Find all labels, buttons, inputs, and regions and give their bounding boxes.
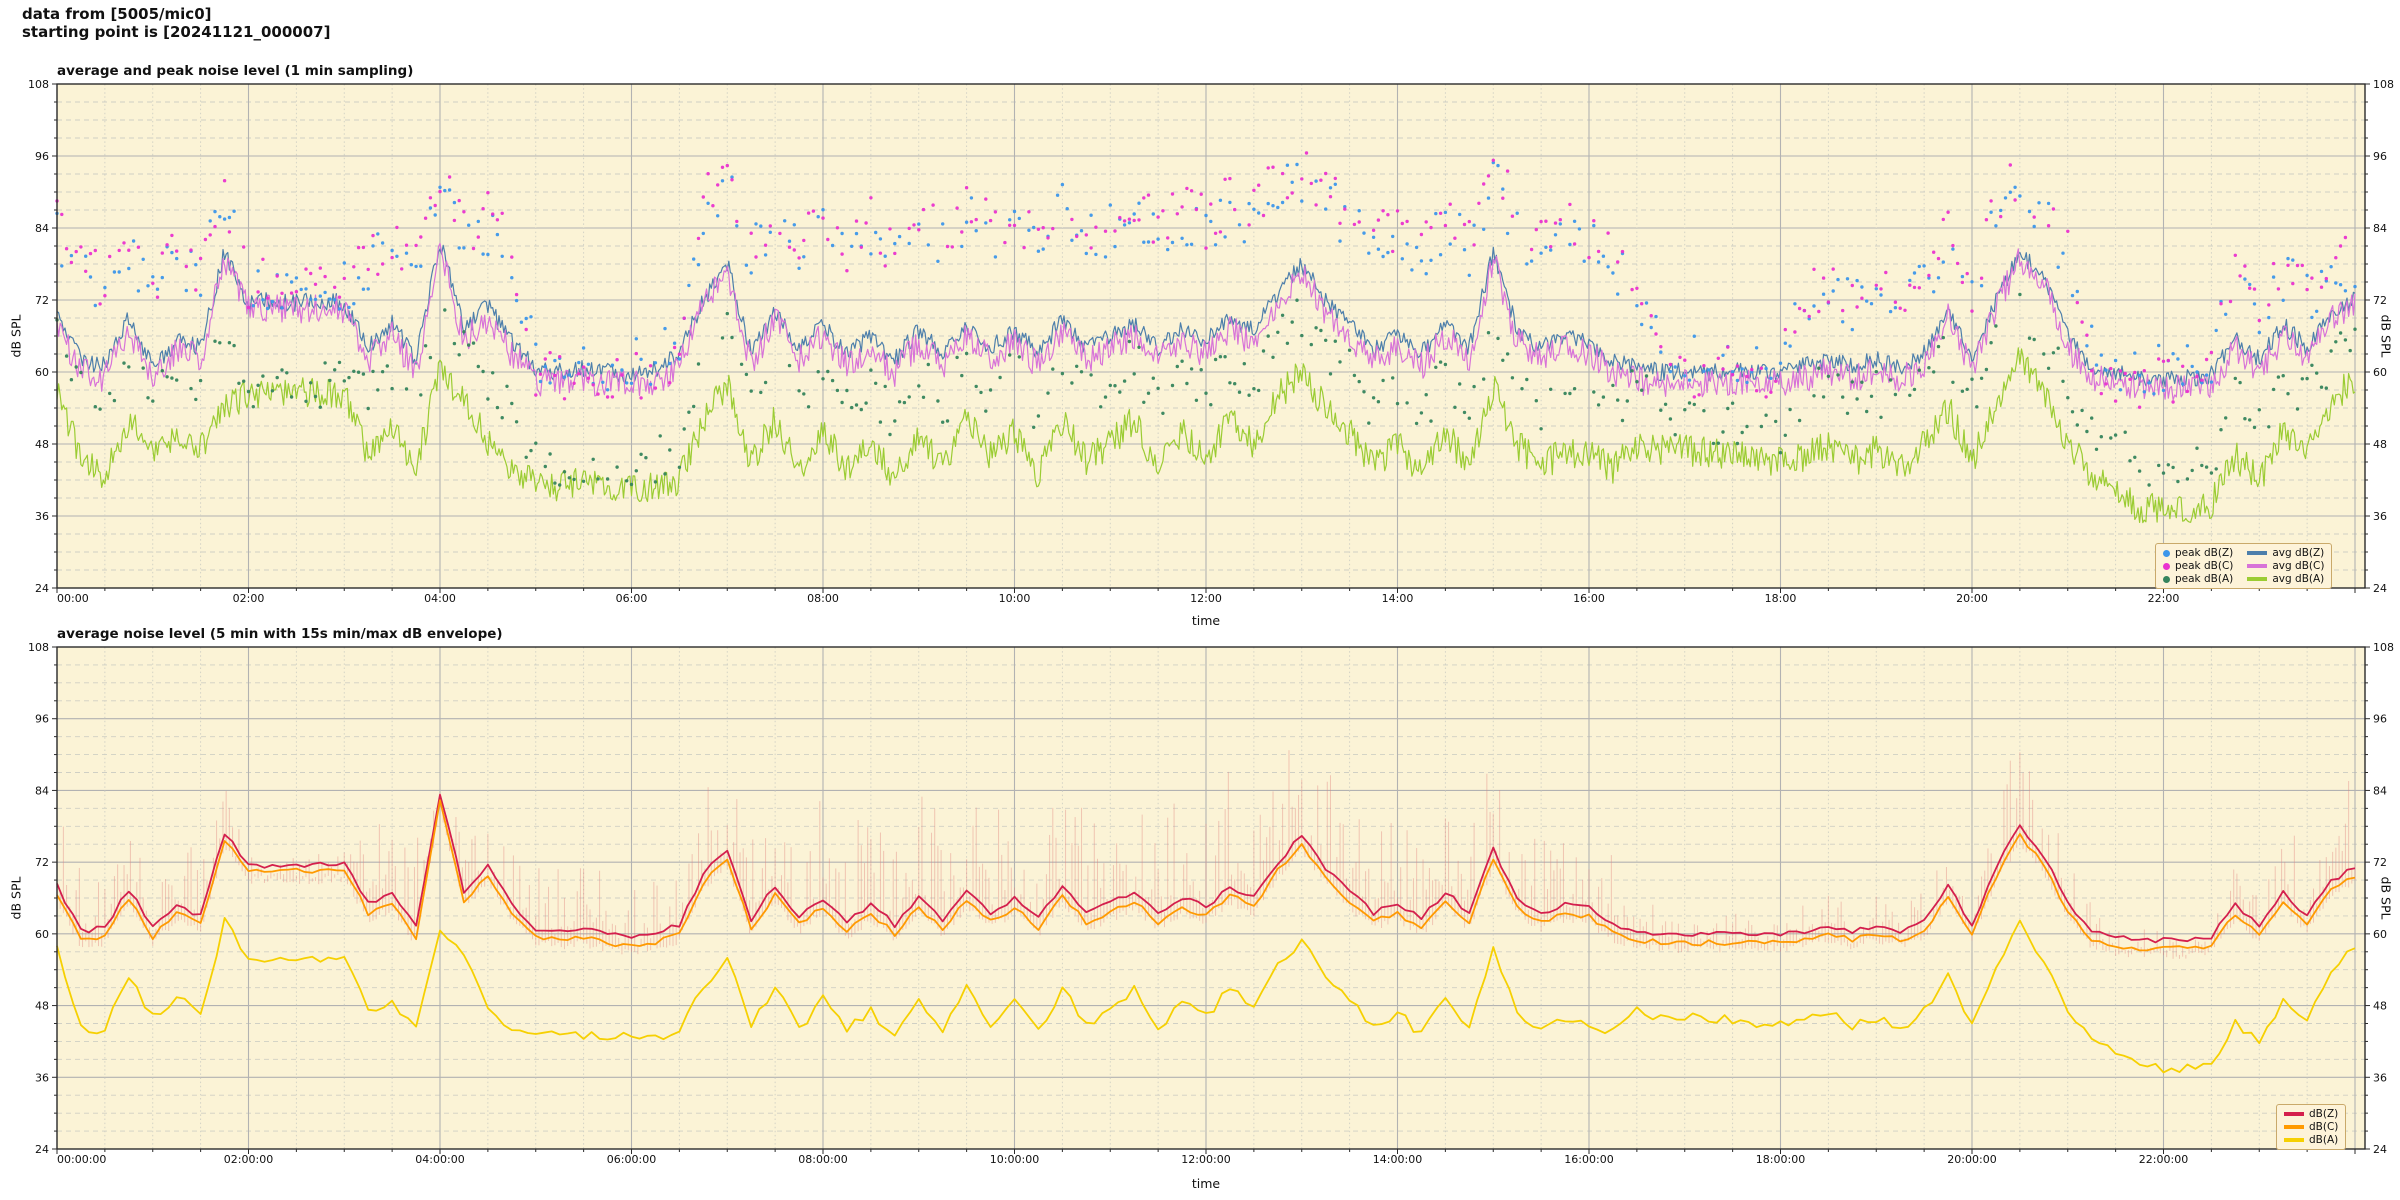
- x-tick-label: 04:00: [424, 592, 456, 605]
- x-tick-label: 22:00: [2148, 592, 2180, 605]
- y-tick-label-right: 108: [2373, 641, 2394, 654]
- y-tick-label-left: 96: [35, 150, 49, 163]
- y-tick-label-right: 36: [2373, 1071, 2387, 1084]
- x-tick-label: 06:00: [616, 592, 648, 605]
- x-tick-label: 16:00:00: [1564, 1153, 1613, 1166]
- x-tick-label: 18:00:00: [1756, 1153, 1805, 1166]
- y-tick-label-left: 108: [28, 78, 49, 91]
- legend-label: avg dB(C): [2272, 560, 2325, 572]
- bottom-chart-ylabel-left: dB SPL: [8, 876, 24, 920]
- top-chart-xlabel: time: [1191, 613, 1221, 628]
- y-tick-label-left: 36: [35, 1071, 49, 1084]
- x-tick-label: 22:00:00: [2139, 1153, 2188, 1166]
- y-tick-label-left: 96: [35, 713, 49, 726]
- legend-label: peak dB(A): [2175, 573, 2234, 585]
- y-tick-label-left: 108: [28, 641, 49, 654]
- legend-label: dB(Z): [2309, 1108, 2339, 1120]
- y-tick-label-left: 60: [35, 366, 49, 379]
- y-tick-label-left: 72: [35, 856, 49, 869]
- x-tick-label: 00:00: [57, 592, 89, 605]
- peak-dba-marker-icon: [2163, 575, 2170, 583]
- top-chart-ylabel-right: dB SPL: [2378, 314, 2394, 358]
- y-tick-label-right: 48: [2373, 438, 2387, 451]
- x-tick-label: 20:00: [1956, 592, 1988, 605]
- peak-dbc-marker-icon: [2163, 562, 2170, 570]
- x-tick-label: 12:00:00: [1181, 1153, 1230, 1166]
- dbz-line-icon: [2284, 1112, 2304, 1116]
- bottom-chart-legend: dB(Z) dB(C) dB(A): [2276, 1104, 2347, 1150]
- y-tick-label-left: 60: [35, 928, 49, 941]
- legend-item-peak-dbz: peak dB(Z): [2163, 547, 2233, 559]
- y-tick-label-right: 24: [2373, 582, 2387, 595]
- avg-dbc-line-icon: [2247, 564, 2268, 568]
- y-tick-label-right: 36: [2373, 510, 2387, 523]
- x-tick-label: 16:00: [1573, 592, 1605, 605]
- y-tick-label-right: 108: [2373, 78, 2394, 91]
- header-line-1: data from [5005/mic0]: [22, 5, 212, 23]
- y-tick-label-right: 48: [2373, 1000, 2387, 1013]
- x-tick-label: 04:00:00: [415, 1153, 464, 1166]
- x-tick-label: 08:00: [807, 592, 839, 605]
- x-tick-label: 10:00: [999, 592, 1031, 605]
- y-tick-label-left: 48: [35, 1000, 49, 1013]
- y-tick-label-left: 84: [35, 784, 49, 797]
- dba-line-icon: [2284, 1138, 2304, 1142]
- x-tick-label: 20:00:00: [1947, 1153, 1996, 1166]
- x-tick-label: 02:00:00: [224, 1153, 273, 1166]
- legend-item-peak-dbc: peak dB(C): [2163, 560, 2233, 572]
- legend-item-peak-dba: peak dB(A): [2163, 573, 2233, 585]
- top-chart-ylabel-left: dB SPL: [8, 314, 24, 358]
- peak-dbz-marker-icon: [2163, 549, 2170, 557]
- y-tick-label-right: 96: [2373, 713, 2387, 726]
- y-tick-label-right: 96: [2373, 150, 2387, 163]
- y-tick-label-left: 72: [35, 294, 49, 307]
- y-tick-label-right: 72: [2373, 856, 2387, 869]
- x-tick-label: 00:00:00: [57, 1153, 106, 1166]
- y-tick-label-right: 60: [2373, 928, 2387, 941]
- legend-label: peak dB(Z): [2175, 547, 2234, 559]
- legend-item-avg-dbz: avg dB(Z): [2247, 547, 2324, 559]
- x-tick-label: 06:00:00: [607, 1153, 656, 1166]
- x-tick-label: 08:00:00: [798, 1153, 847, 1166]
- x-tick-label: 12:00: [1190, 592, 1222, 605]
- x-tick-label: 18:00: [1765, 592, 1797, 605]
- header-line-2: starting point is [20241121_000007]: [22, 23, 331, 41]
- top-chart-legend: peak dB(Z) peak dB(C) peak dB(A) avg dB(…: [2155, 543, 2333, 589]
- bottom-chart-ylabel-right: dB SPL: [2378, 876, 2394, 920]
- x-tick-label: 02:00: [233, 592, 265, 605]
- dbc-line-icon: [2284, 1125, 2304, 1129]
- legend-item-dbc: dB(C): [2284, 1121, 2338, 1133]
- legend-item-dbz: dB(Z): [2284, 1108, 2338, 1120]
- x-tick-label: 14:00: [1382, 592, 1414, 605]
- x-tick-label: 14:00:00: [1373, 1153, 1422, 1166]
- bottom-chart-title: average noise level (5 min with 15s min/…: [57, 626, 503, 642]
- legend-label: dB(C): [2309, 1121, 2339, 1133]
- y-tick-label-left: 24: [35, 582, 49, 595]
- y-tick-label-left: 24: [35, 1143, 49, 1156]
- top-chart-title: average and peak noise level (1 min samp…: [57, 63, 414, 79]
- avg-dba-line-icon: [2247, 577, 2268, 581]
- legend-label: avg dB(Z): [2272, 547, 2325, 559]
- legend-label: avg dB(A): [2272, 573, 2325, 585]
- y-tick-label-left: 36: [35, 510, 49, 523]
- y-tick-label-right: 24: [2373, 1143, 2387, 1156]
- legend-label: peak dB(C): [2175, 560, 2234, 572]
- bottom-chart-xlabel: time: [1191, 1176, 1221, 1191]
- legend-label: dB(A): [2309, 1134, 2339, 1146]
- legend-item-dba: dB(A): [2284, 1134, 2338, 1146]
- y-tick-label-left: 84: [35, 222, 49, 235]
- x-tick-label: 10:00:00: [990, 1153, 1039, 1166]
- y-tick-label-right: 60: [2373, 366, 2387, 379]
- y-tick-label-right: 84: [2373, 222, 2387, 235]
- avg-dbz-line-icon: [2247, 551, 2268, 555]
- legend-item-avg-dba: avg dB(A): [2247, 573, 2324, 585]
- legend-item-avg-dbc: avg dB(C): [2247, 560, 2324, 572]
- y-tick-label-right: 84: [2373, 784, 2387, 797]
- y-tick-label-left: 48: [35, 438, 49, 451]
- y-tick-label-right: 72: [2373, 294, 2387, 307]
